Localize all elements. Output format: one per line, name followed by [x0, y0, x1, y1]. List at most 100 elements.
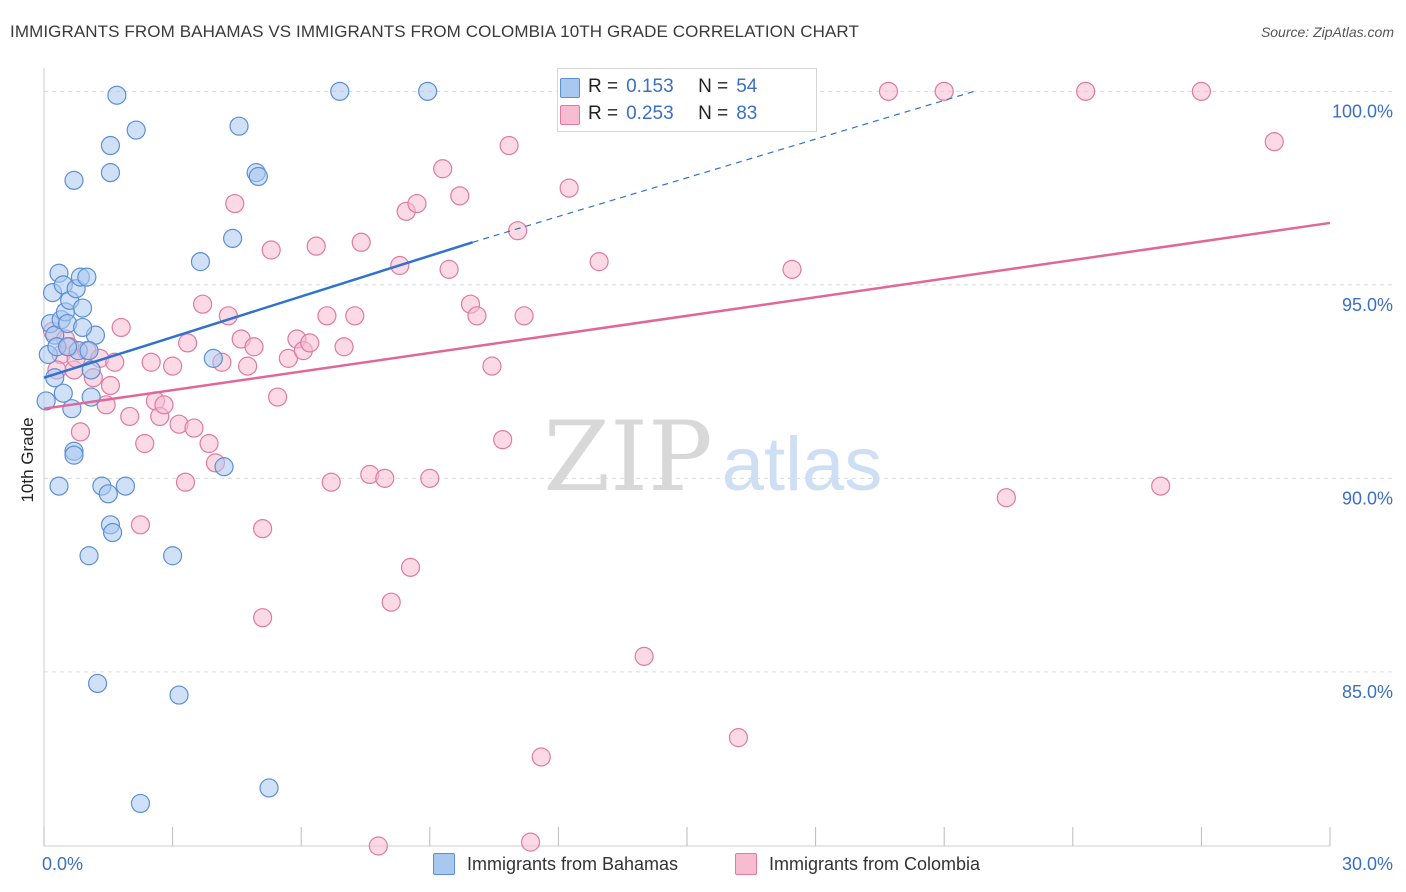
point-colombia-58 — [439, 259, 459, 279]
point-colombia-78 — [1151, 476, 1171, 496]
point-colombia-62 — [482, 356, 502, 376]
point-bahamas-43 — [259, 778, 279, 798]
point-colombia-49 — [368, 836, 388, 856]
y-tick-label-3: 100.0% — [1332, 101, 1393, 121]
point-colombia-16 — [135, 433, 155, 454]
point-bahamas-18 — [77, 267, 97, 287]
point-colombia-80 — [1264, 132, 1284, 152]
point-colombia-6 — [70, 422, 91, 442]
point-bahamas-50 — [57, 337, 78, 357]
legend-item-bahamas: Immigrants from Bahamas — [433, 852, 678, 876]
point-colombia-71 — [634, 646, 654, 666]
trend-bahamas — [43, 241, 474, 379]
point-bahamas-32 — [126, 120, 146, 140]
point-colombia-26 — [199, 433, 219, 454]
legend-n-label: N = — [698, 76, 729, 97]
point-colombia-57 — [433, 159, 453, 179]
point-colombia-11 — [100, 375, 121, 396]
point-colombia-43 — [317, 306, 337, 326]
legend-r-value: 0.253 — [626, 103, 674, 124]
legend-n-value: 83 — [736, 103, 758, 124]
legend-r-label: R = — [588, 103, 619, 124]
point-bahamas-48 — [115, 476, 136, 496]
point-bahamas-0 — [36, 391, 56, 411]
point-colombia-22 — [175, 472, 196, 492]
y-axis-label: 10th Grade — [18, 417, 37, 502]
point-bahamas-31 — [107, 85, 127, 105]
point-colombia-82 — [154, 395, 174, 415]
point-colombia-23 — [178, 333, 198, 353]
point-colombia-14 — [120, 406, 140, 427]
point-colombia-70 — [589, 252, 609, 272]
y-tick-label-0: 85.0% — [1342, 682, 1393, 702]
point-colombia-33 — [244, 337, 264, 357]
point-bahamas-46 — [53, 383, 73, 403]
legend-swatch-colombia — [735, 853, 757, 875]
point-bahamas-42 — [248, 166, 268, 187]
point-colombia-47 — [351, 232, 371, 252]
point-colombia-17 — [141, 352, 161, 372]
point-colombia-66 — [514, 306, 534, 326]
point-colombia-67 — [520, 832, 541, 852]
point-bahamas-47 — [49, 476, 69, 496]
point-colombia-56 — [420, 468, 440, 488]
point-colombia-65 — [508, 221, 528, 241]
point-bahamas-44 — [330, 81, 350, 101]
legend-swatch-colombia — [560, 105, 580, 125]
point-bahamas-53 — [79, 341, 99, 361]
point-colombia-44 — [321, 472, 341, 492]
legend-item-colombia: Immigrants from Colombia — [735, 852, 980, 876]
point-colombia-61 — [467, 306, 487, 326]
point-colombia-42 — [306, 236, 326, 256]
legend-swatch-bahamas — [560, 78, 580, 98]
source-label: Source: ZipAtlas.com — [1260, 24, 1394, 40]
point-bahamas-20 — [64, 445, 84, 465]
point-bahamas-29 — [100, 135, 121, 156]
point-colombia-30 — [225, 193, 245, 214]
legend-r-value: 0.153 — [626, 76, 674, 97]
point-colombia-73 — [782, 259, 802, 279]
point-colombia-72 — [728, 728, 749, 748]
legend-n-value: 54 — [736, 76, 758, 97]
point-colombia-79 — [1191, 81, 1212, 101]
point-bahamas-45 — [418, 81, 438, 101]
watermark: ZIP atlas — [543, 401, 882, 513]
point-bahamas-28 — [87, 673, 108, 694]
point-colombia-74 — [878, 81, 899, 101]
watermark-zip: ZIP — [543, 401, 712, 513]
point-colombia-50 — [375, 468, 395, 488]
trend-lines — [43, 90, 1331, 410]
legend-row-colombia: R = 0.253 N = 83 — [560, 102, 758, 126]
point-colombia-51 — [381, 592, 401, 612]
legend-label-colombia: Immigrants from Colombia — [769, 853, 981, 874]
legend-r-label: R = — [588, 76, 619, 97]
point-colombia-45 — [334, 337, 354, 357]
point-bahamas-25 — [98, 484, 118, 504]
point-bahamas-49 — [72, 317, 93, 338]
axes — [43, 68, 1331, 847]
x-tick-label-0: 0.0% — [42, 854, 83, 874]
series-bahamas — [36, 81, 438, 814]
point-colombia-36 — [261, 240, 281, 260]
point-bahamas-21 — [79, 546, 99, 566]
point-colombia-41 — [300, 333, 320, 353]
point-colombia-15 — [130, 515, 151, 535]
point-colombia-75 — [934, 81, 954, 101]
legend-label-bahamas: Immigrants from Bahamas — [467, 853, 679, 874]
point-bahamas-17 — [72, 298, 93, 318]
legend-swatch-bahamas — [433, 853, 455, 875]
tick-labels: 85.0% 90.0% 95.0% 100.0% 0.0% 30.0% — [42, 101, 1393, 874]
point-colombia-20 — [163, 356, 183, 376]
point-colombia-34 — [253, 519, 273, 539]
point-bahamas-27 — [102, 522, 123, 543]
watermark-atlas: atlas — [722, 422, 883, 507]
legend-row-bahamas: R = 0.153 N = 54 — [560, 75, 758, 99]
point-bahamas-34 — [163, 546, 183, 566]
point-bahamas-33 — [130, 793, 151, 814]
correlation-legend: R = 0.153 N = 54 R = 0.253 N = 83 — [557, 68, 817, 132]
x-tick-label-1: 30.0% — [1342, 854, 1393, 874]
gridlines — [44, 90, 1392, 673]
series-colombia — [42, 81, 1284, 856]
point-bahamas-30 — [100, 163, 121, 183]
